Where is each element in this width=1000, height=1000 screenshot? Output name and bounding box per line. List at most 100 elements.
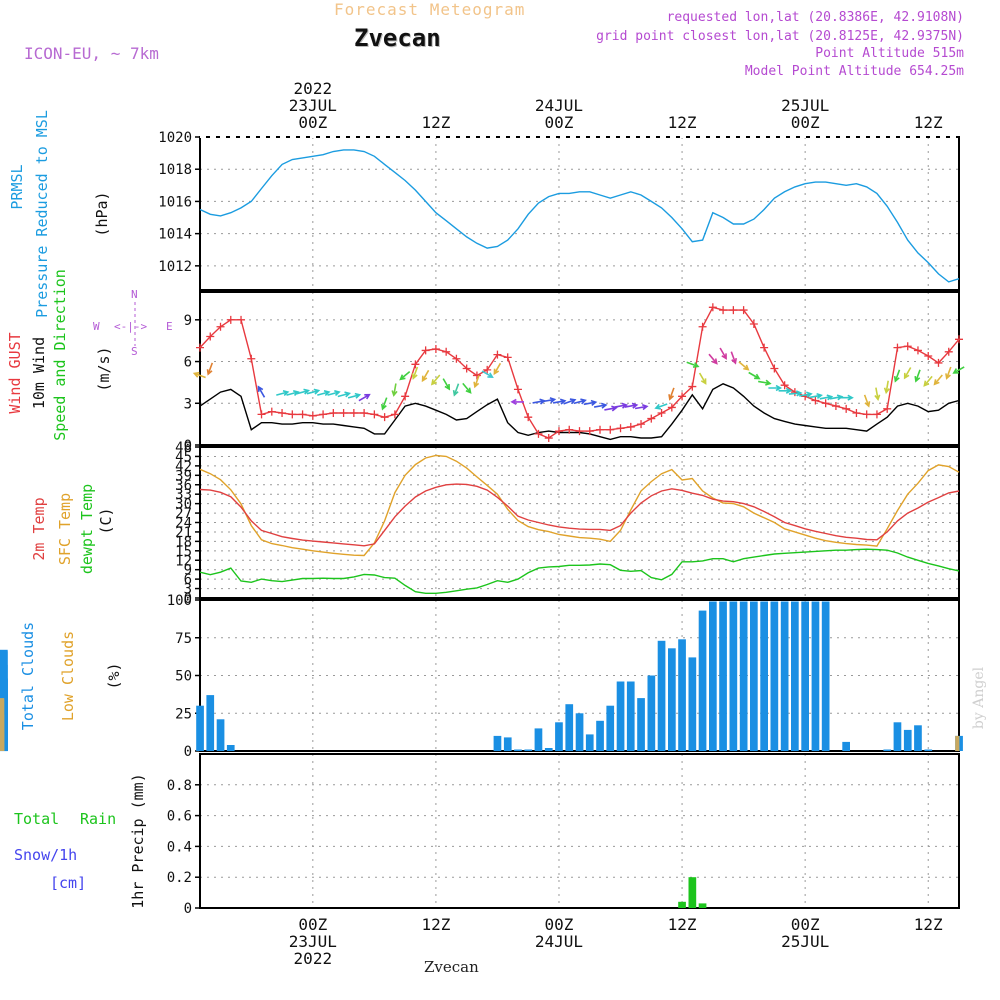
total-cloud-bar (503, 737, 512, 751)
gust-marker (534, 429, 543, 438)
ytick-label: 12 (175, 553, 192, 569)
compass-n: N (131, 288, 138, 301)
total-cloud-bar (739, 601, 748, 751)
total-cloud-bar (524, 749, 533, 751)
sfc-label: SFC Temp (56, 492, 74, 566)
gust-marker (267, 407, 276, 416)
wind-arrow (442, 378, 451, 391)
total-cloud-bar (668, 648, 676, 751)
total-cloud-bar (544, 748, 553, 751)
gust-marker (913, 346, 922, 355)
dewpt-temp-line (199, 548, 960, 594)
total-cloud-bar (616, 681, 625, 751)
dewpt-label: dewpt Temp (78, 483, 96, 575)
total-cloud-bar (770, 601, 779, 751)
total-cloud-bar (514, 749, 522, 751)
ytick-label: 1016 (158, 194, 192, 210)
wind-arrow (473, 375, 480, 389)
ytick-label: 30 (175, 497, 192, 513)
footer-station: Zvecan (424, 958, 479, 976)
wind-arrow (748, 371, 761, 380)
ytick-label: 1014 (158, 227, 192, 243)
wind-arrow (337, 391, 352, 398)
wind-arrow (799, 391, 813, 398)
station-title: Zvecan (354, 24, 441, 52)
ytick-label: 3 (184, 582, 192, 598)
ytick-label: 0.2 (167, 870, 192, 886)
total-cloud-bar (709, 601, 717, 751)
forecast-title: Forecast Meteogram (334, 0, 526, 19)
time-label-top: 2022 (294, 79, 333, 98)
rain-bar (688, 877, 697, 908)
closest-coords: grid point closest lon,lat (20.8125E, 42… (596, 29, 964, 44)
gust-marker (749, 319, 758, 328)
rain-bar (698, 903, 707, 908)
wind-arrow (192, 371, 206, 379)
precip-label: 1hr Precip (mm) (129, 773, 147, 909)
ytick-label: 9 (184, 313, 192, 329)
total-label: Total (14, 810, 60, 828)
gust-marker (852, 409, 861, 418)
compass-w: W (93, 320, 100, 333)
time-label-top: 12Z (668, 113, 697, 132)
gust-marker (637, 420, 646, 429)
total-cloud-bar (565, 704, 574, 751)
temperature-panel-frame (199, 446, 960, 599)
wind-arrow (481, 370, 494, 378)
total-cloud-bar (606, 705, 615, 751)
gust-marker (380, 413, 389, 422)
total-cloud-bar (555, 722, 563, 751)
gust-marker (626, 422, 635, 431)
gust-marker (944, 347, 953, 356)
wind-arrow (686, 361, 700, 368)
wind-arrow (327, 390, 341, 396)
total-clouds-label: Total Clouds (19, 621, 37, 731)
wind-arrow (730, 351, 737, 365)
total-cloud-bar (914, 725, 922, 751)
wind-arrow (510, 398, 524, 405)
ytick-label: 42 (175, 459, 192, 475)
wind-arrow (708, 353, 718, 365)
total-cloud-bar (596, 720, 604, 751)
gust-marker (780, 381, 789, 390)
gust-marker (872, 410, 881, 419)
ytick-label: 0 (184, 591, 192, 607)
total-cloud-bar (206, 695, 215, 751)
total-cloud-bar (780, 601, 789, 751)
point-altitude: Point Altitude 515m (815, 46, 964, 61)
gust-marker (903, 342, 912, 351)
wind-arrow (276, 390, 290, 396)
ytick-label: 48 (175, 440, 192, 456)
ytick-label: 45 (175, 449, 192, 465)
gust-marker (575, 427, 584, 436)
gust-marker (462, 364, 471, 373)
compass-s: S (131, 345, 138, 358)
ytick-label: 3 (184, 396, 192, 412)
ytick-label: 9 (184, 563, 192, 579)
time-label-bottom: 00Z (791, 915, 820, 934)
gust-marker (585, 427, 594, 436)
gust-marker (554, 427, 563, 436)
gust-marker (821, 399, 830, 408)
cm-label: [cm] (50, 874, 87, 892)
ytick-label: 75 (175, 631, 192, 647)
wind-arrow (462, 382, 472, 394)
wind-arrow (391, 383, 398, 397)
time-label-bottom: 12Z (914, 915, 943, 934)
gust-marker (421, 346, 430, 355)
wind-arrow (945, 366, 952, 380)
low-cloud-bar (955, 735, 960, 751)
wind-arrow (893, 369, 901, 383)
wind-arrow (903, 367, 912, 380)
wind-arrow (542, 397, 557, 404)
ytick-label: 36 (175, 478, 192, 494)
compass-arrows: <-|-> (114, 320, 148, 333)
rain-label: Rain (80, 810, 117, 828)
wind-arrow (452, 383, 460, 397)
total-cloud-bar (750, 601, 758, 751)
gust-marker (288, 410, 297, 419)
ytick-label: 0.6 (167, 809, 192, 825)
snow-label: Snow/1h (14, 846, 78, 864)
gust-marker (657, 409, 666, 418)
